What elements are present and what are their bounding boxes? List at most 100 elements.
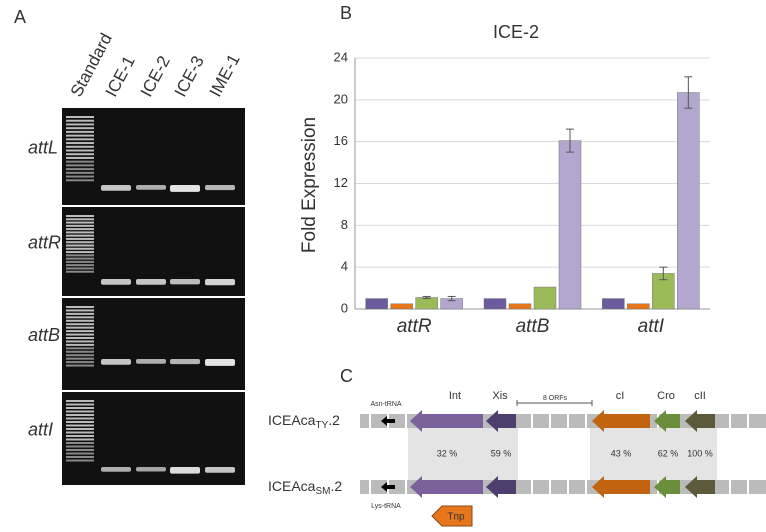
x-tick-label: attB (516, 316, 550, 337)
trna-arrow (381, 482, 395, 492)
ladder-band (66, 414, 94, 416)
lane-label: ICE-3 (171, 53, 208, 100)
ladder-band (66, 123, 94, 126)
dna-band (136, 185, 166, 190)
element-name-part: ICEAca (268, 478, 316, 494)
row-label: attR (28, 232, 61, 252)
ladder-band (66, 270, 94, 273)
y-tick-label: 20 (334, 91, 348, 106)
ladder-band (66, 347, 94, 350)
ladder-band (66, 228, 94, 231)
dna-band (205, 279, 235, 286)
ladder-band (66, 153, 94, 156)
element-name-part: .2 (330, 478, 342, 494)
lane-label: ICE-1 (102, 53, 139, 100)
ladder-band (66, 407, 94, 409)
element-name-part: TY (315, 420, 328, 431)
bar (558, 140, 582, 310)
ladder-band (66, 116, 94, 118)
panel-label: B (340, 3, 352, 23)
y-tick-label: 24 (334, 49, 348, 64)
ladder-band (66, 244, 94, 247)
ladder-band (66, 323, 94, 326)
element-name: ICEAcaSM.2 (268, 478, 342, 497)
ladder-band (66, 179, 94, 182)
ladder-band (66, 306, 94, 308)
y-tick-label: 0 (341, 300, 348, 315)
bar (602, 298, 625, 310)
ladder-band (66, 234, 94, 237)
ladder-band (66, 156, 94, 159)
error-bar (422, 295, 431, 300)
ladder-band (66, 410, 94, 413)
ladder-band (66, 149, 94, 152)
identity-label: 100 % (687, 448, 713, 458)
ladder-band (66, 264, 94, 267)
bar (508, 303, 532, 310)
dna-band (101, 359, 131, 365)
trna-label: Lys-tRNA (371, 503, 401, 510)
ladder-band (66, 442, 94, 444)
ladder-band (66, 231, 94, 234)
element-name-part: SM (315, 486, 330, 497)
dna-band (205, 467, 235, 473)
error-bar (566, 128, 574, 153)
ladder-band (66, 364, 94, 367)
gene-arrow (592, 410, 650, 432)
bar (677, 92, 700, 310)
ladder-band (66, 428, 94, 430)
homology-block (408, 421, 483, 487)
ladder-band (66, 168, 94, 171)
ladder-band (66, 221, 94, 224)
gene-label: Int (449, 390, 461, 402)
homology-block (483, 421, 518, 487)
tnp-arrow (431, 505, 473, 527)
dna-band (170, 359, 200, 365)
dna-band (170, 185, 200, 192)
ladder-band (66, 237, 94, 240)
tnp-label: Tnp (447, 512, 465, 523)
lane-label: ICE-2 (137, 53, 174, 100)
gene-arrow (592, 476, 650, 498)
ladder-band (66, 445, 94, 448)
ladder-band (66, 142, 94, 145)
ladder-band (66, 260, 94, 263)
ladder-band (66, 357, 94, 360)
ladder-band (66, 400, 94, 402)
ladder-band (66, 160, 94, 163)
ladder-band (66, 241, 94, 244)
ladder-band (66, 424, 94, 427)
gene-arrow (654, 410, 680, 432)
ladder-band (66, 361, 94, 364)
bar (483, 298, 507, 310)
gene-arrow (685, 410, 715, 432)
x-tick-label: attR (397, 316, 432, 337)
error-bar (659, 266, 668, 281)
trna-arrow (381, 416, 395, 426)
ladder-band (66, 456, 94, 458)
x-tick-label: attI (638, 316, 665, 337)
y-tick-label: 12 (334, 175, 348, 190)
element-name: ICEAcaTY.2 (268, 412, 340, 431)
ladder-band (66, 119, 94, 122)
ladder-band (66, 354, 94, 357)
trna-label: Asn-tRNA (370, 401, 401, 408)
dna-band (170, 279, 200, 285)
ladder-band (66, 312, 94, 315)
identity-label: 32 % (437, 448, 458, 458)
dna-band (101, 185, 131, 191)
row-label: attB (28, 325, 60, 345)
y-tick-label: 8 (341, 217, 348, 232)
dna-band (205, 359, 235, 366)
ladder-band (66, 333, 94, 336)
ladder-band (66, 145, 94, 148)
ladder-band (66, 340, 94, 343)
ladder-band (66, 127, 94, 130)
y-axis-label: Fold Expression (299, 117, 320, 253)
ladder-band (66, 330, 94, 333)
dna-band (170, 467, 200, 474)
gene-arrow (486, 476, 516, 498)
ladder-band (66, 215, 94, 217)
ladder-band (66, 438, 94, 441)
gel-panel (62, 108, 245, 205)
